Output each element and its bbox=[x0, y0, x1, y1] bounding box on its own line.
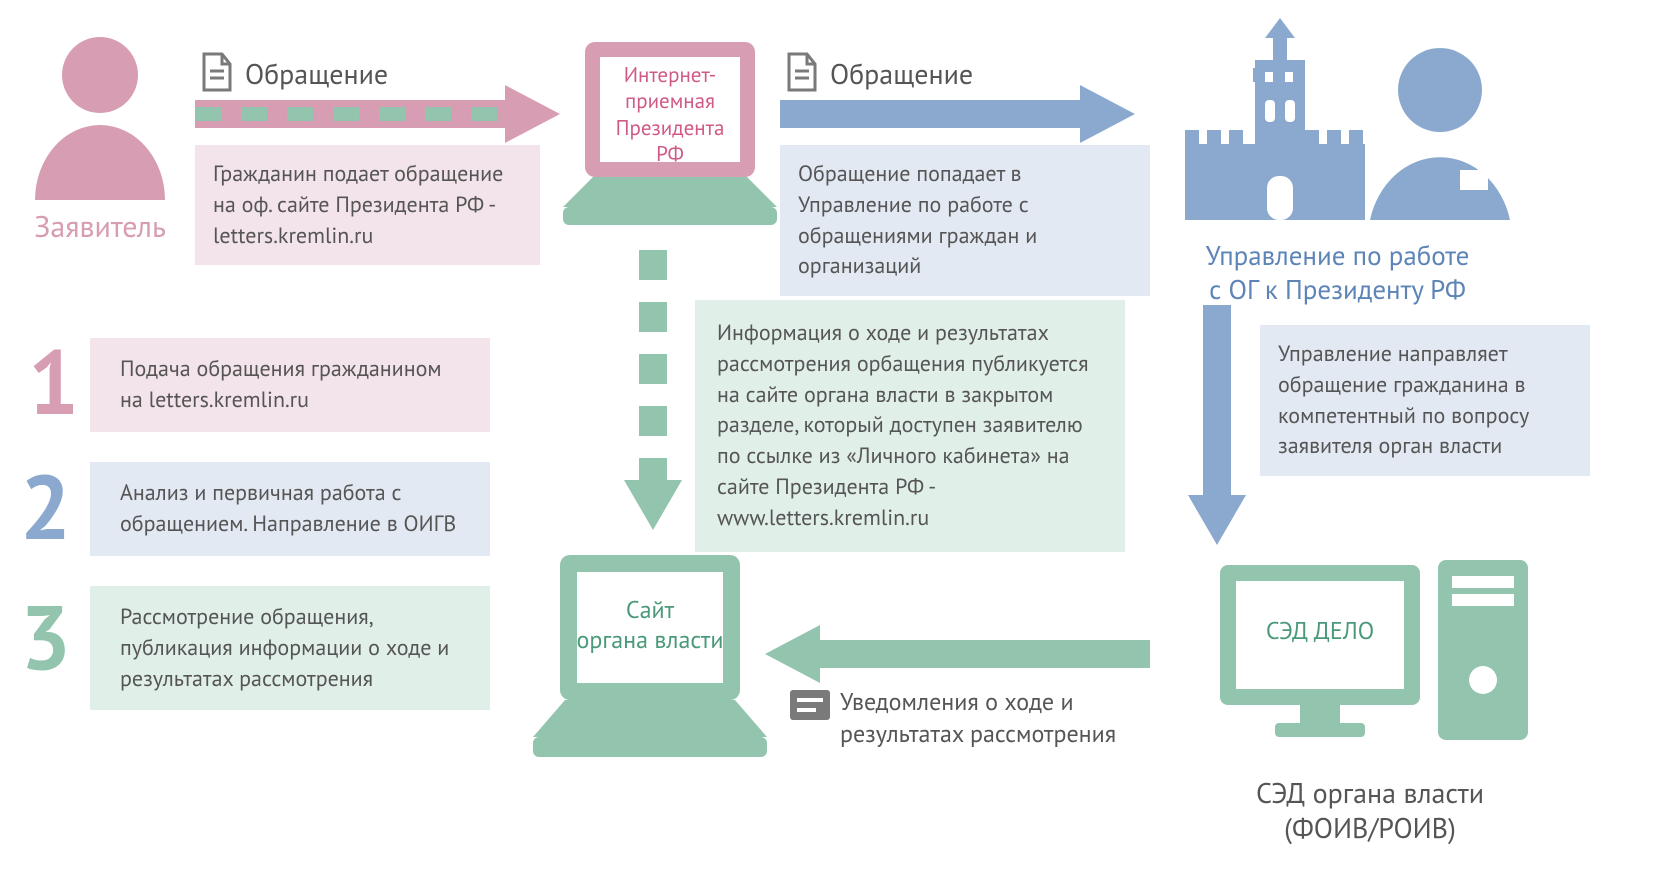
lines-icon bbox=[790, 690, 830, 720]
node-desktop: СЭД ДЕЛО bbox=[1200, 540, 1540, 770]
arrow-edge-5 bbox=[624, 250, 682, 530]
arrow-edge-1 bbox=[195, 85, 560, 143]
step3-num: 3 bbox=[20, 600, 71, 672]
department-label-2: с ОГ к Президенту РФ bbox=[1165, 274, 1510, 308]
edge3-text: Управление направляет обращение граждани… bbox=[1260, 325, 1590, 476]
applicant-label: Заявитель bbox=[15, 208, 185, 246]
node-applicant bbox=[20, 30, 180, 200]
edge2-title: Обращение bbox=[830, 55, 973, 92]
step1-text: Подача обращения гражданином на letters.… bbox=[90, 338, 490, 432]
desktop-screen-label: СЭД ДЕЛО bbox=[1236, 616, 1404, 646]
arrow-edge-4 bbox=[765, 625, 1150, 683]
node-laptop2: Сайт органа власти bbox=[525, 545, 775, 775]
step2-num: 2 bbox=[20, 470, 71, 542]
edge1-title: Обращение bbox=[245, 55, 388, 92]
step2-text: Анализ и первичная работа с обращением. … bbox=[90, 462, 490, 556]
desktop-label-2: (ФОИВ/РОИВ) bbox=[1195, 810, 1545, 845]
node-laptop1: Интернет- приемная Президента РФ bbox=[555, 32, 785, 242]
edge4-title: Уведомления о ходе и результатах рассмот… bbox=[840, 686, 1116, 751]
edge1-text: Гражданин подает обращение на оф. сайте … bbox=[195, 145, 540, 265]
castle-person-icon bbox=[1165, 10, 1505, 240]
department-label: Управление по работе с ОГ к Президенту Р… bbox=[1165, 240, 1510, 308]
edge2-text: Обращение попадает в Управление по работ… bbox=[780, 145, 1150, 296]
step1-num: 1 bbox=[28, 345, 79, 417]
node-department bbox=[1165, 10, 1505, 240]
arrow-edge-2 bbox=[780, 85, 1135, 143]
arrow-edge-3 bbox=[1188, 305, 1246, 545]
laptop2-label: Сайт органа власти bbox=[575, 595, 725, 655]
edge5-text: Информация о ходе и результатах рассмотр… bbox=[695, 300, 1125, 552]
person-icon bbox=[20, 30, 180, 200]
laptop2-icon bbox=[525, 545, 775, 775]
desktop-icon bbox=[1200, 540, 1540, 770]
laptop1-label: Интернет- приемная Президента РФ bbox=[600, 62, 740, 167]
doc-icon-2 bbox=[785, 52, 819, 92]
department-label-1: Управление по работе bbox=[1165, 240, 1510, 274]
step3-text: Рассмотрение обращения, публикация инфор… bbox=[90, 586, 490, 710]
desktop-label-1: СЭД органа власти bbox=[1195, 775, 1545, 810]
desktop-label: СЭД органа власти (ФОИВ/РОИВ) bbox=[1195, 775, 1545, 845]
doc-icon-1 bbox=[200, 52, 234, 92]
